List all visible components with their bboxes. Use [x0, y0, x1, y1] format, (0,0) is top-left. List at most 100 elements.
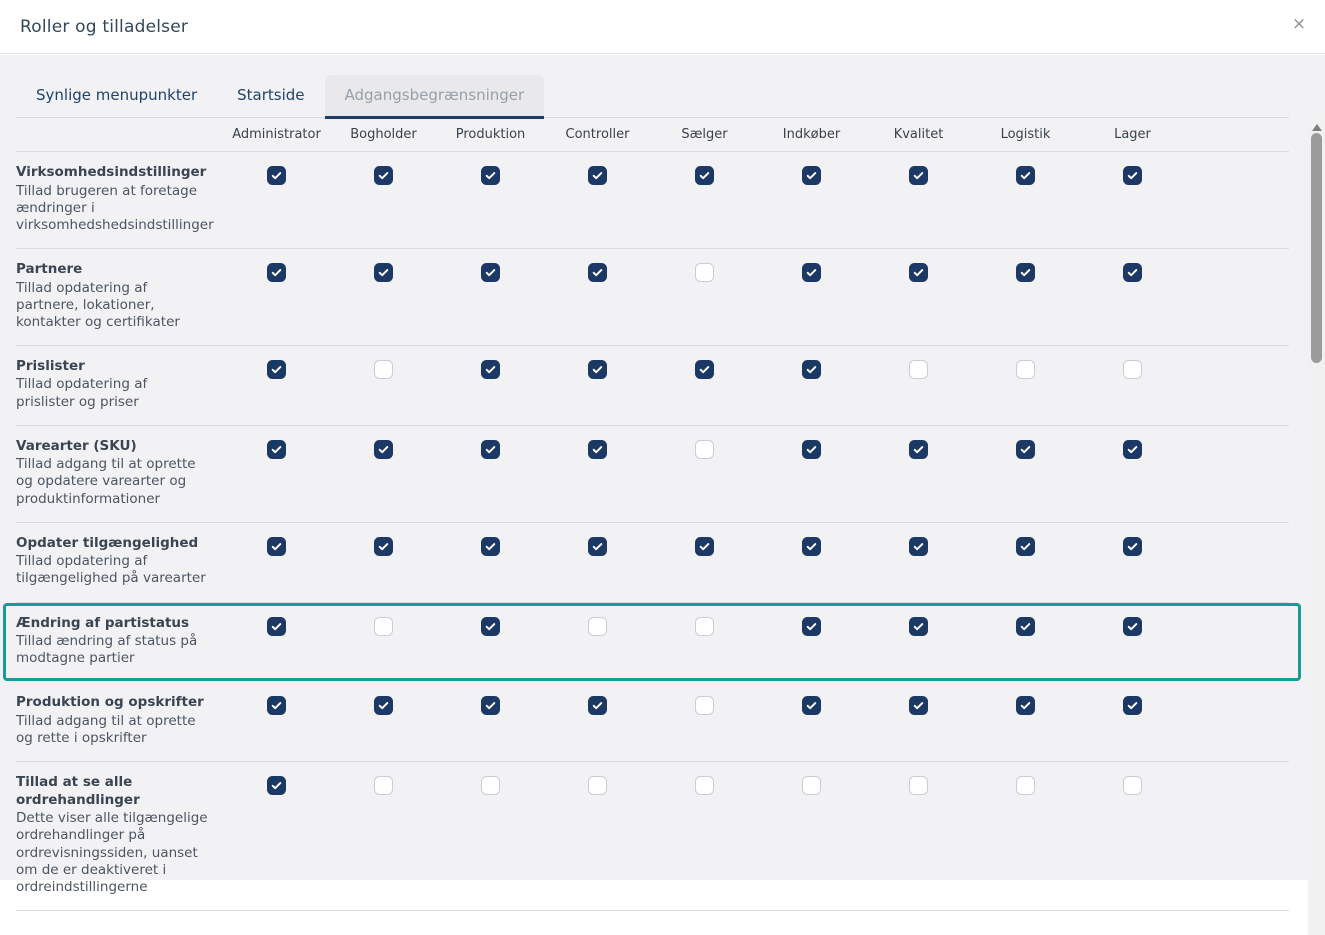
check-cell: [437, 261, 544, 331]
checkbox-unchecked-sælger[interactable]: [695, 439, 714, 459]
checkbox-checked-lager[interactable]: [1123, 536, 1142, 556]
checkbox-unchecked-lager[interactable]: [1123, 776, 1142, 796]
checkbox-checked-kvalitet[interactable]: [909, 616, 928, 636]
checkbox-checked-produktion[interactable]: [481, 262, 500, 282]
check-cell: [972, 438, 1079, 508]
checkbox-checked-kvalitet[interactable]: [909, 536, 928, 556]
checkbox-checked-kvalitet[interactable]: [909, 439, 928, 459]
checkbox-unchecked-lager[interactable]: [1123, 359, 1142, 379]
scrollbar[interactable]: [1308, 117, 1325, 935]
permission-description: Tillad brugeren at foretage ændringer i …: [16, 182, 214, 233]
checkbox-checked-kvalitet[interactable]: [909, 262, 928, 282]
checkbox-checked-indkøber[interactable]: [802, 536, 821, 556]
checkbox-checked-indkøber[interactable]: [802, 262, 821, 282]
checkbox-checked-sælger[interactable]: [695, 359, 714, 379]
checkbox-checked-bogholder[interactable]: [374, 439, 393, 459]
checkbox-unchecked-bogholder[interactable]: [374, 359, 393, 379]
checkbox-checked-bogholder[interactable]: [374, 262, 393, 282]
checkbox-checked-lager[interactable]: [1123, 262, 1142, 282]
checkbox-checked-logistik[interactable]: [1016, 696, 1035, 716]
check-cell: [1079, 615, 1186, 668]
check-cell: [330, 261, 437, 331]
permission-label: Partnere Tillad opdatering af partnere, l…: [16, 261, 223, 331]
checkbox-checked-indkøber[interactable]: [802, 359, 821, 379]
check-cell: [758, 694, 865, 747]
checkbox-unchecked-sælger[interactable]: [695, 696, 714, 716]
checkbox-checked-controller[interactable]: [588, 359, 607, 379]
checkbox-checked-logistik[interactable]: [1016, 262, 1035, 282]
check-cell: [437, 774, 544, 896]
checkbox-checked-produktion[interactable]: [481, 616, 500, 636]
checkbox-checked-administrator[interactable]: [267, 262, 286, 282]
checkbox-checked-bogholder[interactable]: [374, 536, 393, 556]
checkbox-checked-indkøber[interactable]: [802, 166, 821, 185]
check-cell: [1079, 774, 1186, 896]
checkbox-unchecked-sælger[interactable]: [695, 262, 714, 282]
tab-startside[interactable]: Startside: [237, 86, 305, 104]
checkbox-checked-administrator[interactable]: [267, 166, 286, 185]
checkbox-checked-controller[interactable]: [588, 536, 607, 556]
checkbox-checked-administrator[interactable]: [267, 616, 286, 636]
checkbox-checked-indkøber[interactable]: [802, 616, 821, 636]
checkbox-checked-kvalitet[interactable]: [909, 166, 928, 185]
checkbox-unchecked-logistik[interactable]: [1016, 776, 1035, 796]
permission-row: Ændring af partistatus Tillad ændring af …: [3, 602, 1301, 683]
checkbox-checked-logistik[interactable]: [1016, 166, 1035, 185]
checkbox-unchecked-logistik[interactable]: [1016, 359, 1035, 379]
checkbox-checked-lager[interactable]: [1123, 616, 1142, 636]
checkbox-checked-controller[interactable]: [588, 262, 607, 282]
checkbox-unchecked-indkøber[interactable]: [802, 776, 821, 796]
checkbox-unchecked-bogholder[interactable]: [374, 776, 393, 796]
close-icon[interactable]: ×: [1291, 14, 1307, 34]
checkbox-checked-indkøber[interactable]: [802, 696, 821, 716]
checkbox-checked-produktion[interactable]: [481, 166, 500, 185]
checkbox-checked-sælger[interactable]: [695, 166, 714, 185]
checkbox-checked-bogholder[interactable]: [374, 696, 393, 716]
checkbox-checked-logistik[interactable]: [1016, 616, 1035, 636]
checkbox-checked-controller[interactable]: [588, 696, 607, 716]
checkbox-unchecked-bogholder[interactable]: [374, 616, 393, 636]
checkbox-checked-kvalitet[interactable]: [909, 696, 928, 716]
checkbox-checked-produktion[interactable]: [481, 536, 500, 556]
checkbox-checked-administrator[interactable]: [267, 359, 286, 379]
check-cell: [865, 261, 972, 331]
checkbox-checked-administrator[interactable]: [267, 696, 286, 716]
tab-synlige-menupunkter[interactable]: Synlige menupunkter: [36, 86, 198, 104]
scrollbar-up-arrow-icon[interactable]: [1311, 124, 1322, 131]
permission-name: Ændring af partistatus: [16, 614, 190, 631]
checkbox-checked-administrator[interactable]: [267, 776, 286, 796]
checkbox-checked-lager[interactable]: [1123, 166, 1142, 185]
checkbox-unchecked-controller[interactable]: [588, 616, 607, 636]
checkbox-checked-bogholder[interactable]: [374, 166, 393, 185]
checkbox-unchecked-controller[interactable]: [588, 776, 607, 796]
checkbox-unchecked-kvalitet[interactable]: [909, 776, 928, 796]
checkbox-unchecked-produktion[interactable]: [481, 776, 500, 796]
checkbox-checked-logistik[interactable]: [1016, 439, 1035, 459]
checkbox-checked-indkøber[interactable]: [802, 439, 821, 459]
checkbox-checked-produktion[interactable]: [481, 696, 500, 716]
tab-adgangsbegrænsninger[interactable]: Adgangsbegrænsninger: [324, 75, 545, 119]
checkbox-checked-administrator[interactable]: [267, 536, 286, 556]
scrollbar-thumb[interactable]: [1311, 133, 1322, 363]
checkbox-checked-sælger[interactable]: [695, 536, 714, 556]
checkbox-checked-administrator[interactable]: [267, 439, 286, 459]
check-cell: [972, 358, 1079, 411]
checkbox-checked-logistik[interactable]: [1016, 536, 1035, 556]
check-cell: [1079, 358, 1186, 411]
check-cell: [651, 261, 758, 331]
checkbox-unchecked-sælger[interactable]: [695, 776, 714, 796]
checkbox-checked-lager[interactable]: [1123, 696, 1142, 716]
permission-description: Tillad adgang til at oprette og rette i …: [16, 712, 196, 747]
checkbox-checked-controller[interactable]: [588, 439, 607, 459]
check-cell: [1079, 261, 1186, 331]
checkbox-unchecked-sælger[interactable]: [695, 616, 714, 636]
checkbox-unchecked-kvalitet[interactable]: [909, 359, 928, 379]
checkbox-checked-lager[interactable]: [1123, 439, 1142, 459]
checkbox-checked-produktion[interactable]: [481, 359, 500, 379]
check-cell: [972, 164, 1079, 234]
column-header-produktion: Produktion: [455, 127, 526, 142]
permission-row: Partnere Tillad opdatering af partnere, l…: [16, 249, 1289, 346]
checkbox-checked-produktion[interactable]: [481, 439, 500, 459]
check-cell: [758, 438, 865, 508]
checkbox-checked-controller[interactable]: [588, 166, 607, 185]
